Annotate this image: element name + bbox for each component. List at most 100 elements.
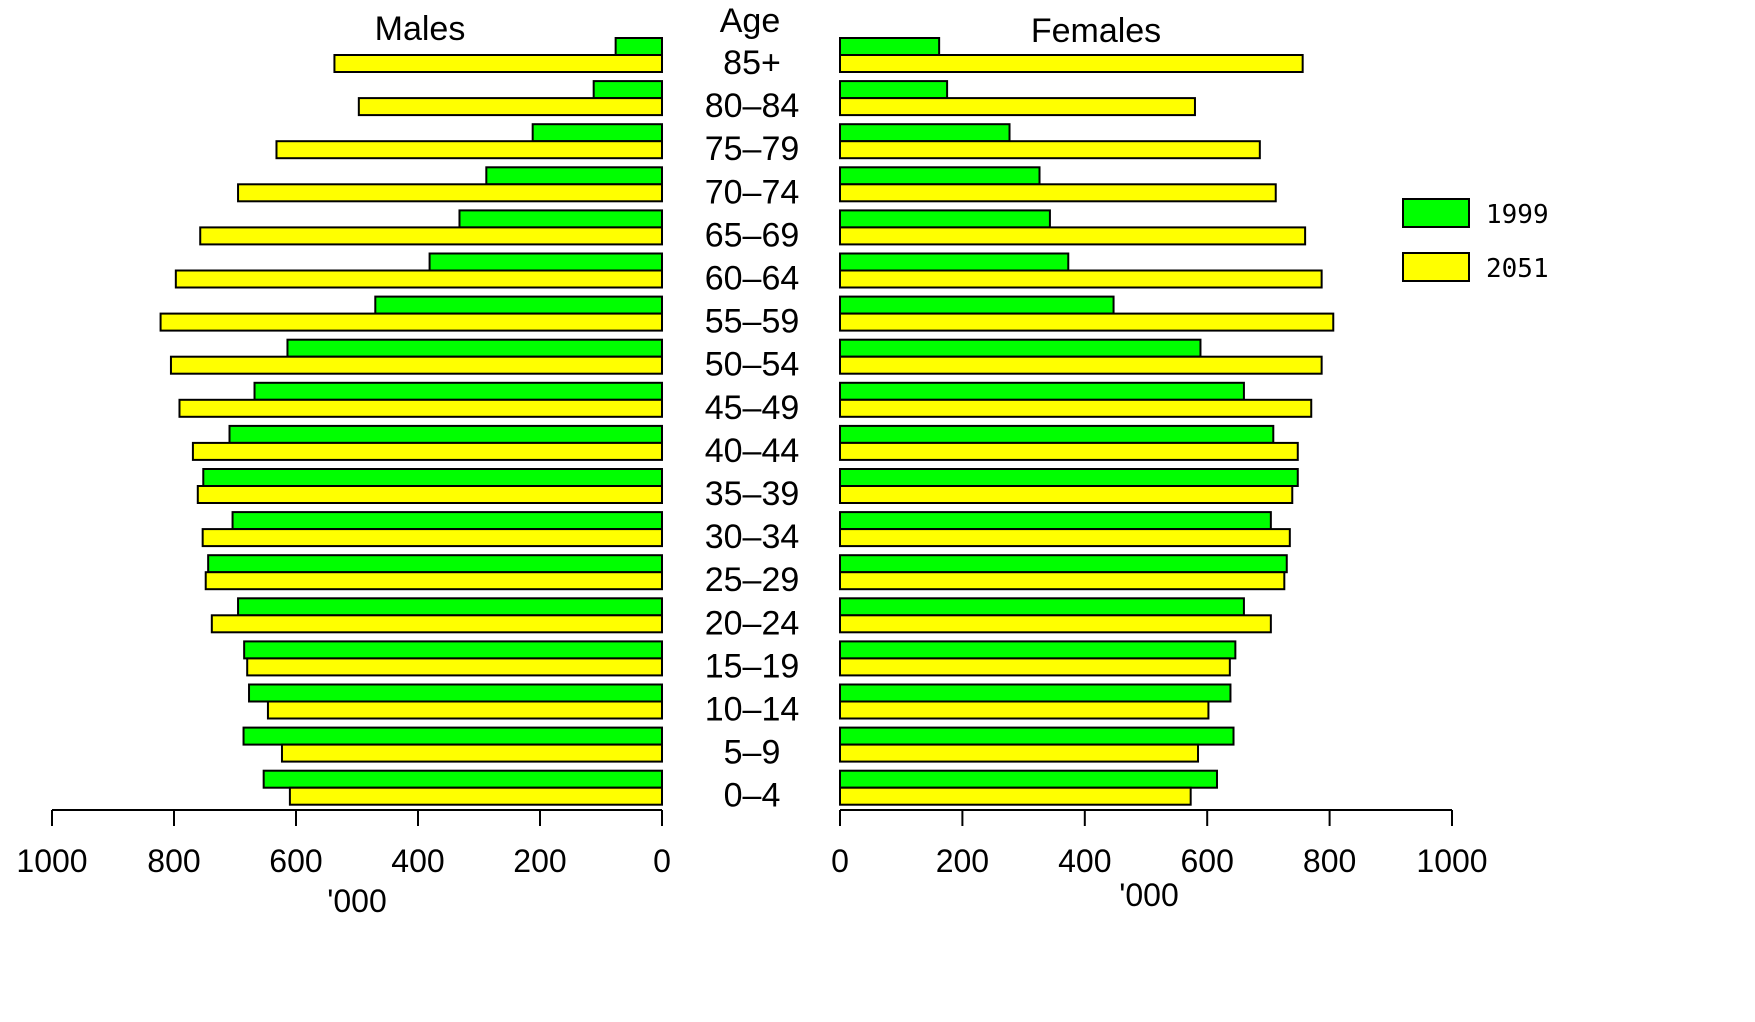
bar-males-2051-40-44	[191, 441, 663, 461]
bars-layer	[159, 37, 1335, 806]
bar-females-2051-70-74	[839, 183, 1277, 203]
bar-males-2051-10-14	[266, 700, 663, 720]
bar-females-2051-35-39	[839, 485, 1294, 504]
age-label: 35–39	[705, 475, 800, 513]
bar-males-1999-65-69	[458, 209, 664, 229]
bar-females-1999-0-4	[839, 769, 1218, 789]
bar-females-2051-55-59	[839, 312, 1335, 332]
age-label: 40–44	[705, 432, 800, 470]
bar-males-2051-25-29	[204, 571, 663, 591]
age-label: 60–64	[705, 260, 800, 298]
bar-males-1999-80-84	[592, 80, 663, 100]
bar-females-1999-85	[839, 37, 941, 56]
males-title: Males	[375, 10, 466, 48]
age-label: 75–79	[705, 130, 800, 168]
bar-males-1999-45-49	[253, 381, 664, 401]
age-label: 25–29	[705, 561, 800, 599]
females-x-axis-label: '000	[1119, 877, 1179, 913]
bar-females-2051-20-24	[839, 614, 1272, 634]
bar-females-2051-0-4	[839, 786, 1192, 806]
legend: 1999 2051	[1402, 198, 1549, 284]
tick-layer: 0 0 200 200 400 400 600 600 800 800 1000 1000	[16, 810, 1488, 879]
bar-males-1999-30-34	[231, 511, 663, 531]
bar-males-2051-75-79	[275, 140, 663, 160]
males-x-tick-label: 600	[269, 843, 322, 879]
females-x-tick-label: 0	[831, 843, 849, 879]
bar-males-2051-45-49	[178, 398, 664, 418]
bar-males-2051-50-54	[169, 355, 663, 375]
age-label: 55–59	[705, 303, 800, 341]
age-label: 45–49	[705, 389, 800, 427]
bar-females-1999-75-79	[839, 123, 1011, 143]
bar-males-1999-10-14	[248, 683, 663, 703]
age-title: Age	[720, 2, 781, 40]
age-label: 20–24	[705, 604, 800, 642]
bar-females-1999-80-84	[839, 80, 949, 100]
bar-females-2051-10-14	[839, 700, 1210, 720]
bar-males-2051-35-39	[196, 485, 663, 504]
bar-females-1999-25-29	[839, 554, 1288, 574]
bar-males-1999-85	[614, 37, 664, 56]
bar-females-2051-45-49	[839, 398, 1313, 418]
age-label: 50–54	[705, 346, 800, 384]
bar-males-1999-55-59	[374, 295, 663, 315]
bar-females-1999-30-34	[839, 511, 1272, 531]
legend-label-1999: 1999	[1486, 200, 1549, 230]
females-x-tick-label: 200	[936, 843, 989, 879]
bar-females-1999-5-9	[839, 726, 1235, 746]
bar-males-2051-65-69	[199, 226, 663, 246]
bar-males-2051-60-64	[174, 269, 664, 289]
bar-males-2051-70-74	[237, 183, 664, 203]
males-x-tick-label: 200	[513, 843, 566, 879]
bar-females-1999-10-14	[839, 683, 1232, 703]
bar-females-1999-40-44	[839, 424, 1275, 444]
bar-females-2051-60-64	[839, 269, 1323, 289]
males-x-tick-label: 0	[653, 843, 671, 879]
females-x-tick-label: 400	[1058, 843, 1111, 879]
age-label: 80–84	[705, 87, 800, 125]
age-label: 85+	[723, 44, 781, 82]
bar-females-2051-25-29	[839, 571, 1286, 591]
bar-females-2051-65-69	[839, 226, 1307, 246]
bar-males-2051-0-4	[288, 786, 663, 806]
bar-males-1999-50-54	[286, 338, 663, 358]
bar-females-1999-15-19	[839, 640, 1237, 660]
legend-swatch-1999	[1402, 198, 1470, 228]
age-label: 0–4	[724, 777, 781, 815]
age-label: 30–34	[705, 518, 800, 556]
bar-males-2051-5-9	[280, 743, 663, 763]
females-x-tick-label: 1000	[1416, 843, 1487, 879]
bar-females-2051-50-54	[839, 355, 1323, 375]
bar-females-2051-75-79	[839, 140, 1261, 160]
bar-males-1999-70-74	[485, 166, 663, 186]
bar-males-1999-25-29	[207, 554, 663, 574]
males-x-tick-label: 400	[391, 843, 444, 879]
females-title: Females	[1031, 12, 1161, 50]
bar-females-1999-20-24	[839, 597, 1245, 617]
bar-females-2051-30-34	[839, 528, 1291, 548]
males-x-tick-label: 1000	[16, 843, 87, 879]
bar-females-2051-80-84	[839, 97, 1196, 117]
bar-females-2051-40-44	[839, 441, 1299, 461]
bar-females-1999-50-54	[839, 338, 1202, 358]
bar-males-1999-5-9	[242, 726, 663, 746]
legend-label-2051: 2051	[1486, 254, 1549, 284]
females-x-tick-label: 600	[1181, 843, 1234, 879]
bar-females-1999-55-59	[839, 295, 1115, 315]
bar-males-1999-60-64	[428, 252, 663, 272]
bar-females-1999-35-39	[839, 468, 1299, 487]
bar-females-1999-45-49	[839, 381, 1245, 401]
bar-males-2051-85	[333, 54, 663, 73]
bar-males-2051-15-19	[246, 657, 663, 677]
bar-males-1999-20-24	[237, 597, 664, 617]
bar-males-2051-20-24	[210, 614, 663, 634]
bar-males-2051-30-34	[201, 528, 663, 548]
bar-males-2051-55-59	[159, 312, 664, 332]
males-x-tick-label: 800	[147, 843, 200, 879]
bar-males-2051-80-84	[357, 97, 663, 117]
bar-females-2051-15-19	[839, 657, 1231, 677]
age-label: 15–19	[705, 647, 800, 685]
bar-females-1999-65-69	[839, 209, 1051, 229]
